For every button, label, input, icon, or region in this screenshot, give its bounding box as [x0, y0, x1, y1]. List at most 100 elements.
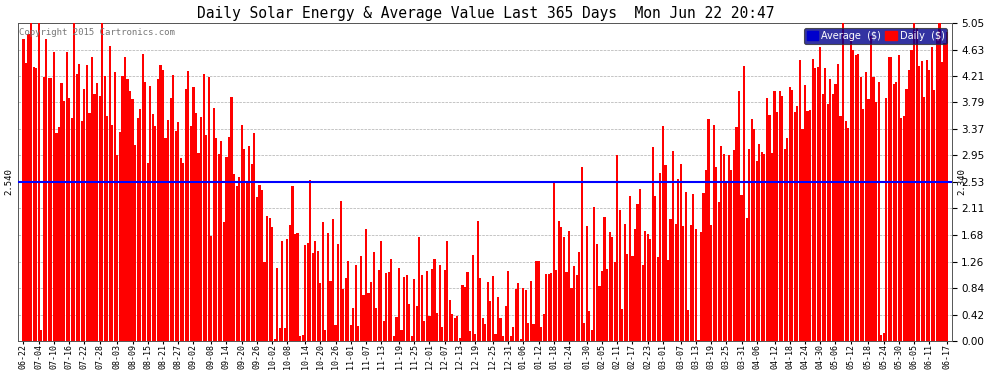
Bar [583, 323, 585, 341]
Bar [43, 77, 45, 341]
Bar [436, 314, 439, 341]
Bar [560, 226, 562, 341]
Bar [50, 78, 52, 341]
Bar [867, 99, 869, 341]
Bar [723, 154, 725, 341]
Bar [309, 180, 311, 341]
Bar [411, 336, 413, 341]
Bar [464, 287, 466, 341]
Bar [654, 196, 656, 341]
Bar [533, 324, 535, 341]
Bar [713, 125, 715, 341]
Bar [372, 252, 374, 341]
Bar [286, 239, 288, 341]
Bar [377, 270, 380, 341]
Bar [695, 229, 697, 341]
Bar [728, 155, 730, 341]
Bar [796, 106, 799, 341]
Bar [921, 60, 923, 341]
Bar [888, 57, 890, 341]
Bar [291, 186, 293, 341]
Bar [442, 327, 444, 341]
Bar [890, 57, 892, 341]
Bar [317, 251, 319, 341]
Bar [132, 99, 134, 341]
Bar [926, 60, 928, 341]
Bar [817, 67, 819, 341]
Bar [458, 338, 461, 341]
Bar [192, 87, 195, 341]
Bar [943, 43, 945, 341]
Bar [127, 79, 129, 341]
Bar [55, 134, 57, 341]
Bar [931, 46, 933, 341]
Bar [827, 104, 829, 341]
Bar [835, 84, 837, 341]
Bar [743, 66, 745, 341]
Bar [731, 171, 733, 341]
Bar [619, 210, 621, 341]
Bar [451, 314, 453, 341]
Bar [215, 138, 218, 341]
Bar [872, 77, 874, 341]
Bar [335, 325, 337, 341]
Bar [870, 36, 872, 341]
Bar [383, 321, 385, 341]
Bar [593, 207, 595, 341]
Bar [515, 289, 517, 341]
Bar [119, 132, 121, 341]
Bar [461, 285, 463, 341]
Bar [385, 273, 387, 341]
Bar [639, 189, 642, 341]
Bar [319, 283, 322, 341]
Bar [177, 122, 179, 341]
Bar [814, 68, 816, 341]
Bar [550, 273, 552, 341]
Bar [83, 88, 85, 341]
Bar [142, 54, 144, 341]
Bar [398, 268, 400, 341]
Bar [530, 282, 532, 341]
Bar [159, 65, 161, 341]
Bar [81, 121, 83, 341]
Bar [57, 127, 60, 341]
Bar [862, 109, 864, 341]
Bar [771, 153, 773, 341]
Bar [634, 229, 636, 341]
Bar [114, 72, 116, 341]
Bar [325, 330, 327, 341]
Bar [809, 110, 811, 341]
Bar [248, 146, 250, 341]
Bar [446, 241, 448, 341]
Bar [46, 39, 48, 341]
Bar [145, 82, 147, 341]
Bar [773, 91, 775, 341]
Bar [601, 271, 603, 341]
Bar [429, 316, 431, 341]
Bar [489, 301, 491, 341]
Bar [857, 54, 859, 341]
Bar [395, 317, 398, 341]
Bar [367, 293, 369, 341]
Bar [611, 237, 613, 341]
Bar [343, 289, 345, 341]
Bar [52, 52, 55, 341]
Bar [393, 336, 395, 341]
Bar [299, 336, 301, 341]
Bar [649, 239, 651, 341]
Bar [505, 306, 507, 341]
Bar [936, 39, 938, 341]
Bar [885, 98, 887, 341]
Bar [906, 89, 908, 341]
Bar [424, 321, 426, 341]
Bar [111, 124, 114, 341]
Bar [205, 135, 207, 341]
Bar [781, 96, 783, 341]
Bar [190, 126, 192, 341]
Bar [893, 84, 895, 341]
Bar [543, 314, 545, 341]
Bar [78, 64, 80, 341]
Bar [352, 308, 354, 341]
Bar [847, 128, 849, 341]
Bar [380, 241, 382, 341]
